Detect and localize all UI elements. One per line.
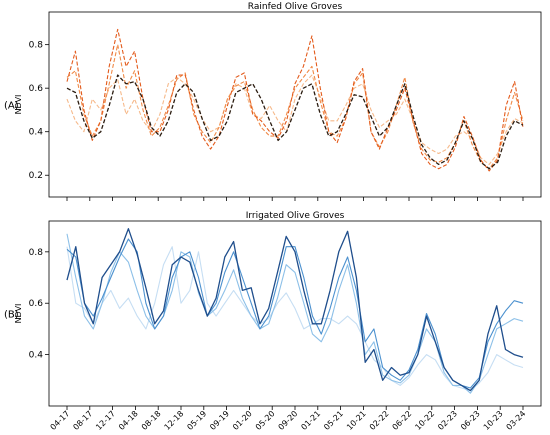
x-tick-label: 12-18 (163, 409, 186, 432)
irrigated-series-line-4 (66, 246, 524, 392)
irrigated-plot-frame (48, 220, 542, 407)
x-tick-label: 04-18 (117, 409, 140, 432)
x-tick-label: 02-23 (436, 409, 459, 432)
irrigated-panel: Irrigated Olive Groves (B)NDVI 0.4 0.6 0.8 04… (4, 211, 542, 432)
x-tick-label: 10-23 (482, 409, 505, 432)
rainfed-y-tick-label: 0.4 (29, 128, 44, 138)
rainfed-series-line-3 (66, 44, 524, 170)
rainfed-y-tick-label: 0.8 (29, 41, 44, 51)
x-tick-label: 05-21 (322, 409, 345, 432)
rainfed-series-line-4 (66, 74, 524, 165)
irrigated-series-line-3 (66, 233, 524, 394)
x-tick-label: 01-20 (231, 409, 254, 432)
x-tick-label: 06-22 (391, 409, 414, 432)
rainfed-title: Rainfed Olive Groves (248, 2, 343, 12)
rainfed-series-line-1 (66, 74, 524, 170)
rainfed-series-line-2 (66, 28, 524, 172)
rainfed-panel-label: (A) (4, 101, 19, 112)
x-tick-label: 05-20 (254, 409, 277, 432)
x-tick-label: 10-22 (413, 409, 436, 432)
x-tick-label: 06-23 (459, 409, 482, 432)
irrigated-y-tick-label: 0.6 (29, 299, 44, 309)
x-tick-label: 01-21 (299, 409, 322, 432)
x-tick-label: 09-20 (277, 409, 300, 432)
irrigated-y-tick-label: 0.8 (29, 248, 44, 258)
x-tick-label: 02-22 (368, 409, 391, 432)
irrigated-panel-label: (B) (4, 310, 19, 321)
x-tick-label: 12-17 (94, 409, 117, 432)
irrigated-y-tick-label: 0.4 (29, 351, 44, 361)
rainfed-y-tick-label: 0.6 (29, 84, 44, 94)
rainfed-y-axis-label: NDVI (14, 95, 23, 115)
x-tick-label: 05-19 (185, 409, 208, 432)
rainfed-plot-frame (48, 11, 542, 198)
x-tick-label: 08-18 (140, 409, 163, 432)
irrigated-series-line-1 (66, 228, 524, 392)
x-tick-label: 08-17 (71, 409, 94, 432)
irrigated-y-axis-label: NDVI (14, 304, 23, 324)
rainfed-panel: Rainfed Olive Groves (A)NDVI 0.2 0.4 0.6 0.8 (4, 2, 542, 201)
rainfed-y-tick-label: 0.2 (29, 171, 43, 181)
x-tick-label: 03-24 (505, 409, 528, 432)
x-tick-label: 04-17 (49, 409, 72, 432)
irrigated-title: Irrigated Olive Groves (246, 211, 345, 221)
x-tick-label: 10-21 (345, 409, 368, 432)
x-tick-label: 09-19 (208, 409, 231, 432)
